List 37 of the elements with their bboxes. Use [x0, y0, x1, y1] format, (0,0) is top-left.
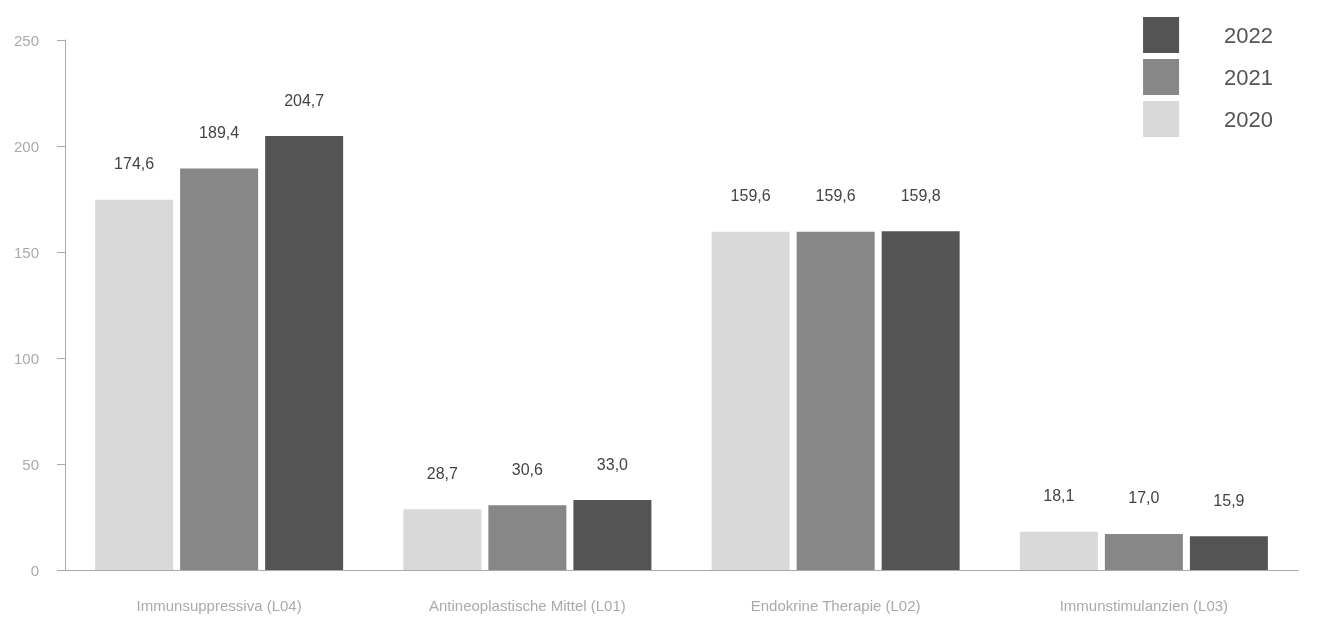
data-label: 15,9 — [1213, 491, 1245, 509]
y-tick-label: 150 — [13, 243, 39, 261]
legend-label: 2020 — [1224, 106, 1274, 132]
y-tick-label: 200 — [13, 137, 39, 155]
y-tick-label: 0 — [30, 561, 39, 579]
data-label: 18,1 — [1043, 487, 1075, 505]
x-tick-label: Immunstimulanzien (L03) — [1059, 597, 1229, 614]
data-label: 204,7 — [284, 91, 325, 109]
data-label: 28,7 — [426, 464, 459, 482]
bar — [180, 168, 259, 570]
x-tick-label: Endokrine Therapie (L02) — [750, 597, 921, 614]
bar — [265, 136, 344, 570]
data-label: 159,8 — [900, 186, 941, 204]
y-tick-label: 100 — [13, 349, 39, 367]
x-tick-label: Antineoplastische Mittel (L01) — [428, 597, 626, 614]
bar — [796, 231, 875, 570]
data-label: 17,0 — [1128, 489, 1160, 507]
bar — [1104, 533, 1183, 570]
bar — [403, 509, 482, 570]
data-label: 174,6 — [114, 155, 155, 173]
y-tick-label: 250 — [13, 31, 39, 49]
bar — [881, 231, 960, 570]
y-tick-label: 50 — [22, 455, 39, 473]
bar — [1189, 536, 1268, 570]
data-label: 159,6 — [730, 187, 771, 205]
bar — [573, 500, 652, 570]
x-tick-label: Immunsuppressiva (L04) — [136, 597, 302, 614]
data-label: 33,0 — [596, 455, 629, 473]
data-label: 189,4 — [199, 123, 240, 141]
legend-label: 2022 — [1224, 22, 1274, 48]
data-label: 159,6 — [815, 187, 856, 205]
bar — [95, 199, 174, 570]
bar — [488, 505, 567, 570]
bar — [1019, 531, 1098, 570]
legend-label: 2021 — [1224, 64, 1274, 90]
bar — [711, 231, 790, 570]
data-label: 30,6 — [511, 460, 544, 478]
